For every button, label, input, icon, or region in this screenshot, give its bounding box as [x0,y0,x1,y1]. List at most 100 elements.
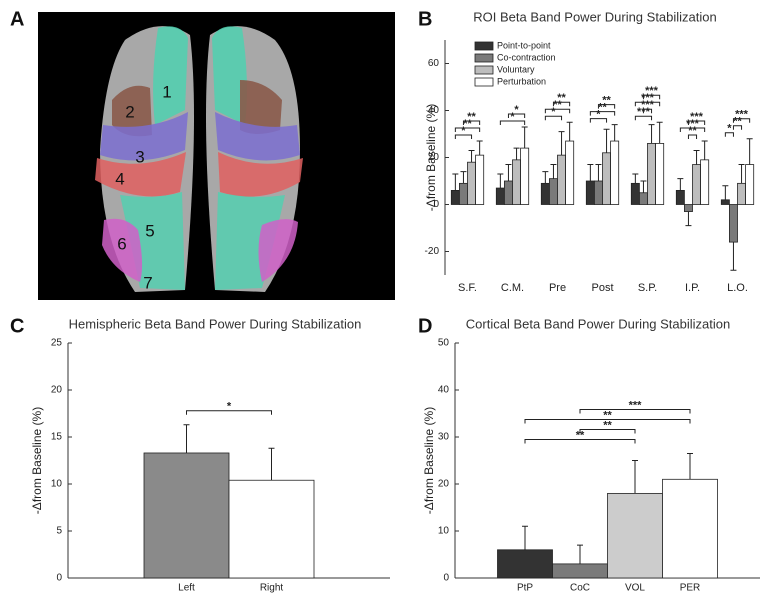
bar [552,563,608,579]
y-tick-label: 0 [443,573,449,584]
error-bar [542,171,549,184]
significance-label: *** [690,111,704,123]
legend-swatch [474,53,494,63]
error-bar [452,173,459,191]
significance-label: ** [576,429,585,441]
bar [692,164,702,205]
error-bar [497,173,504,189]
x-tick-label: VOL [625,583,645,594]
bar [520,147,530,205]
bar [450,189,460,205]
significance-bracket [732,125,743,130]
error-bar [577,544,583,564]
bar [737,182,747,205]
x-tick-label: L.O. [727,282,748,294]
error-bar [183,424,190,453]
error-bar [648,124,655,144]
chart-title: Cortical Beta Band Power During Stabiliz… [466,316,730,331]
x-tick-label: S.P. [638,282,657,294]
bar [630,182,640,205]
error-bar [550,164,557,179]
significance-bracket [687,134,698,140]
y-axis-label: -Δfrom Baseline (%) [30,407,44,514]
significance-bracket [642,94,661,100]
error-bar [513,147,520,160]
region-label: 4 [115,169,124,188]
bar [228,479,315,579]
error-bar [595,164,602,181]
y-tick-label: 20 [438,479,450,490]
region-4-right [218,152,303,197]
error-bar [521,126,528,149]
legend-swatch [474,65,494,75]
error-bar [476,140,483,156]
significance-bracket [454,134,473,140]
x-tick-label: Left [178,583,195,594]
significance-label: ** [603,419,612,431]
legend-label: Perturbation [497,76,546,86]
bar [594,180,603,205]
x-tick-label: PER [680,583,701,594]
significance-label: *** [735,109,749,121]
significance-bracket [544,108,571,114]
significance-label: * [727,123,732,135]
error-bar [640,180,647,193]
y-tick-label: 60 [428,58,440,69]
y-tick-label: 0 [433,199,439,210]
y-tick-label: -20 [425,246,440,257]
region-2 [112,85,152,137]
region-1 [153,26,188,126]
error-bar [701,140,708,160]
significance-bracket [454,127,481,133]
bar [512,159,522,205]
significance-label: ** [598,102,607,114]
bar [458,182,468,205]
error-bar [558,131,565,156]
significance-bracket [524,438,636,444]
bar [497,549,553,579]
bar [675,189,685,205]
significance-label: ** [688,125,697,137]
region-label: 7 [143,273,152,292]
significance-label: ** [467,111,476,123]
significance-bracket [186,410,272,415]
bar [610,140,620,205]
error-bar [268,447,275,481]
significance-label: * [227,401,232,413]
error-bar [677,178,684,191]
significance-label: ** [603,409,612,421]
significance-bracket [687,120,706,126]
significance-bracket [634,115,653,121]
bar [745,164,755,205]
error-bar [505,164,512,181]
error-bar [746,138,753,165]
significance-label: ** [557,92,566,104]
significance-bracket [499,120,526,125]
bar [495,187,505,205]
error-bar [685,211,692,227]
significance-bracket [642,108,653,114]
x-tick-label: Right [260,583,284,594]
bar [655,142,665,205]
significance-bracket [634,101,661,107]
y-tick-label: 30 [438,432,450,443]
x-tick-label: Pre [549,282,566,294]
error-bar [566,121,573,142]
error-bar [656,121,663,144]
significance-label: * [461,125,466,137]
bar [607,492,663,579]
significance-bracket [507,113,526,118]
bar [639,192,648,205]
y-tick-label: 15 [51,432,63,443]
bar [143,452,230,579]
error-bar [632,460,638,494]
bar [585,180,595,205]
x-tick-label: I.P. [685,282,700,294]
legend-label: Voluntary [497,64,535,74]
y-tick-label: 25 [51,338,63,349]
region-label: 6 [117,234,126,253]
significance-bracket [597,104,616,109]
error-bar [730,242,737,271]
region-label: 5 [145,221,154,240]
panel-label: A [10,8,24,30]
